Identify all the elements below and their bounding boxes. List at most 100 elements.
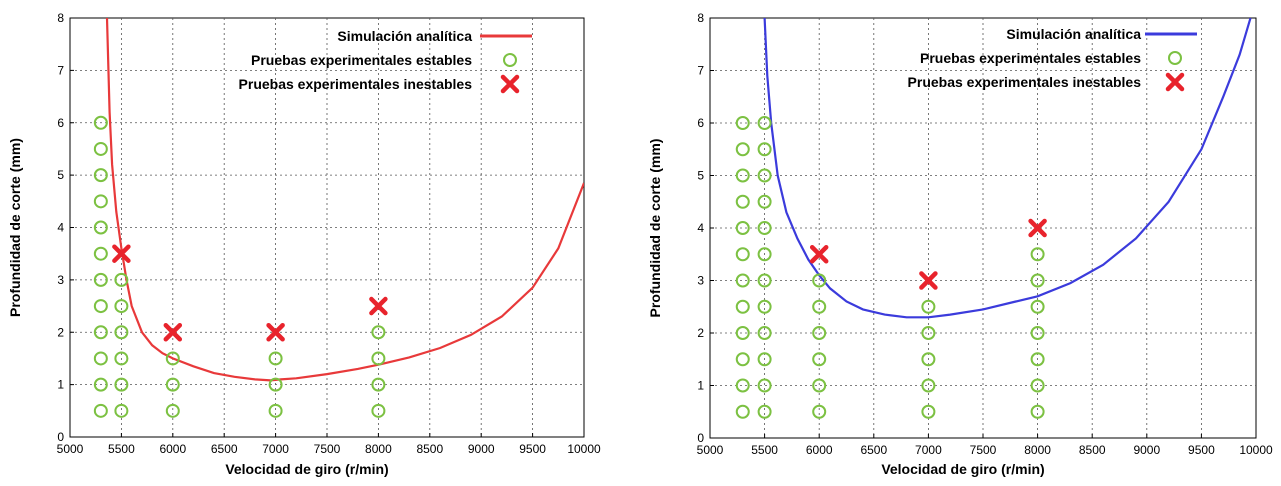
stable-point [1030, 352, 1045, 367]
stable-point [735, 326, 750, 340]
y-axis-label: Profundidad de corte (mm) [647, 139, 663, 318]
y-tick-label: 5 [57, 168, 64, 182]
stable-point [114, 299, 129, 314]
y-tick-label: 2 [57, 325, 64, 339]
x-tick-label: 8500 [1079, 443, 1106, 457]
stable-point [93, 246, 108, 261]
y-tick-label: 0 [697, 431, 704, 445]
legend-circle-swatch [503, 53, 517, 67]
legend: Simulación analítica Pruebas experimental… [239, 28, 532, 94]
stable-point [757, 326, 772, 340]
legend-circle-swatch [1168, 51, 1182, 65]
stable-point [921, 404, 936, 419]
stable-point [735, 168, 750, 183]
stable-point [757, 221, 772, 235]
stable-point [735, 299, 750, 314]
stable-point [165, 351, 180, 366]
stable-point [114, 325, 129, 340]
stable-point [165, 377, 180, 392]
legend-label: Simulación analítica [337, 28, 472, 44]
y-tick-label: 0 [57, 430, 64, 444]
y-tick-label: 5 [697, 169, 704, 183]
stable-point [921, 378, 936, 393]
x-tick-label: 9500 [519, 442, 546, 456]
y-tick-label: 3 [57, 273, 64, 287]
stable-point [921, 352, 936, 367]
stable-point [812, 378, 827, 393]
x-tick-label: 6500 [211, 442, 238, 456]
chart-panel-2: 5000 5500 6000 6500 7000 7500 8000 8500 9000 9500… [647, 11, 1273, 477]
legend-label: Pruebas experimentales inestables [908, 74, 1142, 90]
y-tick-label: 4 [57, 221, 64, 235]
stable-point [921, 299, 936, 314]
x-tick-label: 9000 [1133, 443, 1160, 457]
x-tick-label: 8000 [365, 442, 392, 456]
stable-point [735, 352, 750, 367]
legend-item: Pruebas experimentales estables [920, 50, 1182, 66]
stable-point [757, 168, 772, 183]
stable-point [1030, 378, 1045, 393]
legend-label: Pruebas experimentales inestables [239, 76, 473, 92]
x-tick-label: 10000 [567, 442, 601, 456]
stable-point [812, 326, 827, 340]
stable-point [735, 116, 750, 130]
stable-point [757, 352, 772, 367]
stable-point [93, 168, 108, 183]
stable-point [93, 272, 108, 287]
stable-point [1030, 273, 1045, 288]
unstable-point [112, 244, 131, 263]
y-tick-label: 8 [57, 11, 64, 25]
y-tick-label: 7 [697, 64, 704, 78]
legend-label: Simulación analítica [1006, 26, 1141, 42]
x-tick-label: 6000 [159, 442, 186, 456]
x-tick-label: 9000 [468, 442, 495, 456]
legend-item: Pruebas experimentales inestables [908, 72, 1185, 92]
unstable-point [163, 323, 183, 342]
legend-item: Simulación analítica [337, 28, 532, 44]
stable-point [114, 351, 129, 366]
y-tick-label: 7 [57, 63, 64, 77]
stable-point [757, 116, 772, 130]
x-tick-label: 5000 [57, 442, 84, 456]
stable-point [757, 404, 772, 419]
stable-point [371, 377, 386, 392]
stable-point [93, 299, 108, 314]
stable-point [812, 273, 827, 288]
y-tick-label: 8 [697, 11, 704, 25]
stable-point [371, 403, 386, 418]
stable-point [268, 377, 283, 392]
x-tick-label: 7000 [915, 443, 942, 457]
y-tick-label: 1 [57, 378, 64, 392]
y-tick-label: 6 [697, 116, 704, 130]
stable-point [735, 378, 750, 393]
stable-point [93, 325, 108, 340]
x-tick-label: 5000 [697, 443, 724, 457]
stable-point [735, 247, 750, 262]
stable-point [165, 403, 180, 418]
stable-point [93, 377, 108, 392]
stable-point [114, 377, 129, 392]
stable-point [114, 403, 129, 418]
stable-point [735, 142, 750, 157]
stable-point [735, 404, 750, 419]
analytic-curve [763, 18, 1252, 319]
y-tick-label: 3 [697, 274, 704, 288]
x-tick-label: 6500 [860, 443, 887, 457]
stable-point [757, 247, 772, 262]
y-tick-label: 2 [697, 326, 704, 340]
stable-point [757, 142, 772, 157]
stable-point [93, 194, 108, 209]
x-tick-label: 7000 [262, 442, 289, 456]
x-tick-label: 8500 [416, 442, 443, 456]
x-tick-label: 9500 [1188, 443, 1215, 457]
legend-x-swatch [500, 74, 520, 94]
stable-point [371, 325, 386, 340]
legend-item: Pruebas experimentales estables [251, 52, 517, 68]
unstable-point [919, 271, 938, 290]
stable-point [268, 351, 283, 366]
y-tick-label: 6 [57, 116, 64, 130]
stable-point [268, 403, 283, 418]
y-tick-label: 4 [697, 221, 704, 235]
x-tick-label: 7500 [970, 443, 997, 457]
